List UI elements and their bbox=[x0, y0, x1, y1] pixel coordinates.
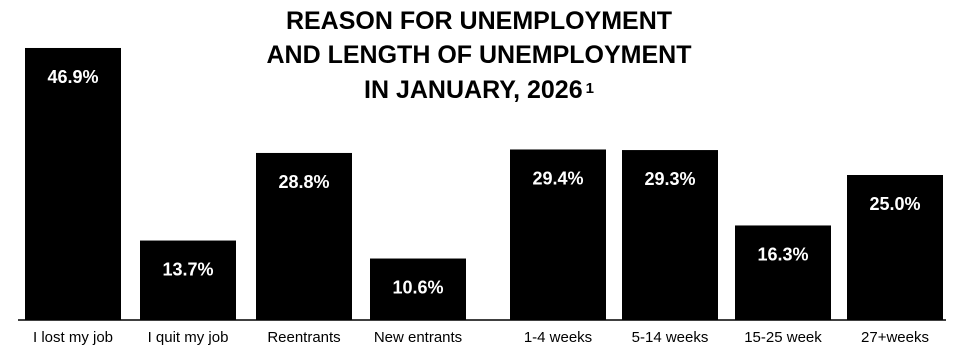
bar-value-label: 10.6% bbox=[392, 278, 443, 298]
category-label: 5-14 weeks bbox=[632, 329, 709, 346]
category-label: 1-4 weeks bbox=[524, 329, 592, 346]
chart-title-line-2: AND LENGTH OF UNEMPLOYMENT bbox=[266, 41, 692, 69]
category-label: New entrants bbox=[374, 329, 462, 346]
bar-value-label: 46.9% bbox=[47, 67, 98, 87]
category-label: Reentrants bbox=[267, 329, 340, 346]
bar-value-label: 16.3% bbox=[757, 244, 808, 264]
chart-title-line-1: REASON FOR UNEMPLOYMENT bbox=[285, 7, 673, 35]
category-label: I quit my job bbox=[148, 329, 229, 346]
bar bbox=[847, 175, 943, 320]
chart-title: REASON FOR UNEMPLOYMENT AND LENGTH OF UN… bbox=[0, 4, 958, 107]
category-label: 15-25 week bbox=[744, 329, 822, 346]
chart-title-line-3-text: IN JANUARY, 2026 bbox=[364, 76, 583, 104]
bar bbox=[256, 152, 352, 320]
bar bbox=[510, 149, 606, 320]
bar-value-label: 25.0% bbox=[869, 194, 920, 214]
chart-title-line-3: IN JANUARY, 2026 1 bbox=[0, 72, 958, 107]
bar bbox=[370, 258, 466, 320]
bar bbox=[25, 47, 121, 320]
bar-value-label: 13.7% bbox=[162, 260, 213, 280]
category-label: I lost my job bbox=[33, 329, 113, 346]
bar-value-label: 28.8% bbox=[278, 172, 329, 192]
title-footnote-marker: 1 bbox=[585, 80, 594, 97]
category-label: 27+weeks bbox=[861, 329, 929, 346]
bar bbox=[622, 150, 718, 320]
bar-value-label: 29.4% bbox=[532, 168, 583, 188]
bar bbox=[735, 225, 831, 320]
bar bbox=[140, 240, 236, 320]
bar-value-label: 29.3% bbox=[644, 169, 695, 189]
